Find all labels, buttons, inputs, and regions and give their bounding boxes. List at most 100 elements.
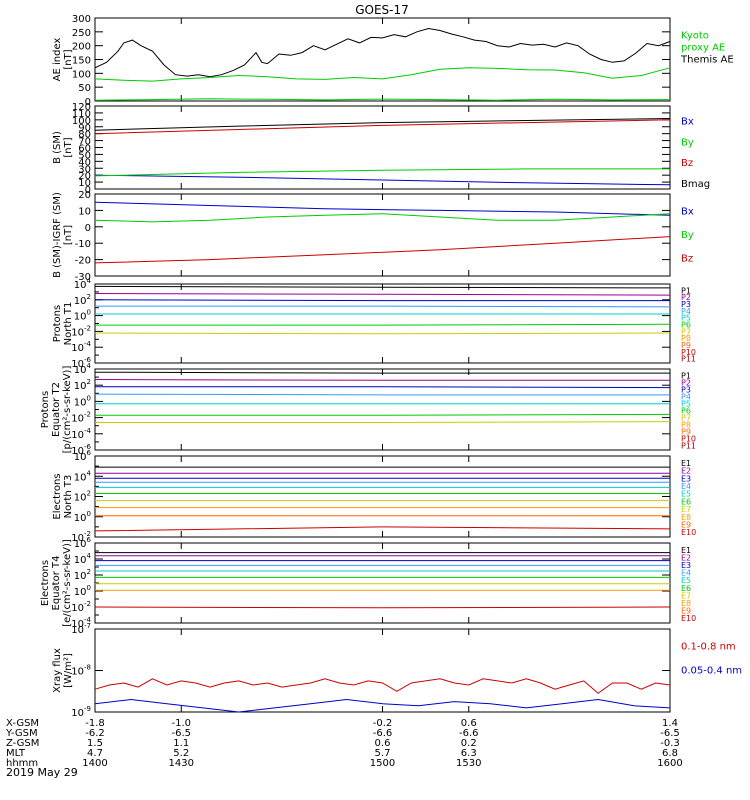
y-tick-label: 300 bbox=[72, 14, 91, 25]
series-line bbox=[94, 174, 671, 186]
series-line bbox=[94, 236, 671, 264]
y-tick-label: 10-2 bbox=[71, 411, 91, 425]
ephemeris-value: 5.7 bbox=[375, 748, 391, 759]
legend-label: E5 bbox=[681, 490, 691, 499]
y-tick-label: 200 bbox=[72, 42, 91, 53]
legend-label: P5 bbox=[681, 400, 691, 409]
legend-label: E6 bbox=[681, 497, 691, 506]
y-tick-label: 104 bbox=[74, 552, 92, 566]
y-tick-label: 40 bbox=[78, 157, 91, 168]
series-line bbox=[94, 299, 670, 302]
panel-3: -30 -20 -10 0 10 20 B (SM)-IGRF (SM)[nT] Bx By Bz bbox=[52, 190, 694, 283]
ephemeris-value: 0.6 bbox=[461, 718, 477, 729]
y-axis-label: ProtonsNorth T1 bbox=[52, 302, 74, 346]
y-axis-label: ElectronsEquator T4[e/(cm²-s-sr-keV)] bbox=[40, 539, 73, 627]
series-line bbox=[94, 168, 670, 177]
y-tick-label: 100 bbox=[74, 309, 91, 323]
plot-date: 2019 May 29 bbox=[6, 766, 78, 779]
y-tick-label: 106 bbox=[74, 536, 92, 550]
legend-label: E2 bbox=[681, 553, 691, 562]
series-line bbox=[94, 698, 671, 713]
legend-label: P7 bbox=[681, 327, 691, 336]
y-tick-label: 10-6 bbox=[71, 356, 91, 370]
ephemeris-row-label: X-GSM bbox=[6, 718, 39, 729]
ephemeris-value: -1.8 bbox=[85, 718, 105, 729]
y-axis-label: ElectronsNorth T3 bbox=[52, 473, 74, 519]
ephemeris-value: 1430 bbox=[169, 758, 194, 769]
series-line bbox=[94, 371, 670, 374]
y-tick-label: 50 bbox=[78, 83, 91, 94]
y-axis-label: B (SM)[nT] bbox=[52, 131, 74, 164]
legend-label: 0.05-0.4 nm bbox=[681, 665, 742, 676]
y-tick-label: 50 bbox=[78, 150, 91, 161]
ephemeris-value: 1.1 bbox=[173, 738, 189, 749]
y-tick-label: 20 bbox=[78, 171, 91, 182]
y-tick-label: 102 bbox=[74, 293, 91, 307]
y-tick-label: 100 bbox=[74, 510, 91, 524]
y-tick-label: 10-2 bbox=[71, 324, 91, 338]
legend-label: P3 bbox=[681, 386, 691, 395]
legend-label: Kyoto bbox=[681, 31, 709, 42]
ephemeris-value: -6.5 bbox=[171, 728, 191, 739]
y-axis-label: B (SM)-IGRF (SM)[nT] bbox=[52, 192, 74, 278]
y-tick-label: 10-6 bbox=[71, 443, 91, 457]
y-tick-label: -20 bbox=[75, 256, 91, 267]
ephemeris-value: 1600 bbox=[657, 758, 682, 769]
series-line bbox=[95, 386, 671, 389]
legend-label: P3 bbox=[681, 300, 691, 309]
series-line bbox=[94, 67, 671, 82]
y-tick-label: 10-4 bbox=[71, 427, 91, 441]
legend-label: P1 bbox=[681, 372, 691, 381]
legend-label: E1 bbox=[681, 459, 691, 468]
legend-label: E5 bbox=[681, 576, 691, 585]
series-line bbox=[94, 606, 671, 609]
y-tick-label: 0 bbox=[85, 185, 91, 196]
y-tick-label: 30 bbox=[78, 164, 91, 175]
y-tick-label: 100 bbox=[72, 69, 91, 80]
y-tick-label: 20 bbox=[78, 190, 91, 201]
series-line bbox=[95, 413, 671, 416]
ephemeris-row-label: Z-GSM bbox=[6, 738, 39, 749]
panel-frame bbox=[94, 628, 671, 713]
series-line bbox=[94, 27, 671, 78]
legend-label: By bbox=[681, 137, 694, 148]
series-line bbox=[94, 379, 670, 381]
series-line bbox=[94, 526, 671, 532]
legend-label: P7 bbox=[681, 414, 691, 423]
y-tick-label: -30 bbox=[75, 272, 91, 283]
series-line bbox=[94, 118, 671, 131]
legend-label: E10 bbox=[681, 528, 696, 537]
legend-label: 0.1-0.8 nm bbox=[681, 642, 736, 653]
ephemeris-row-label: MLT bbox=[6, 748, 26, 759]
legend-label: P1 bbox=[681, 286, 691, 295]
legend-label: Bz bbox=[681, 158, 693, 169]
legend-label: P5 bbox=[681, 314, 691, 323]
legend-label: P6 bbox=[681, 407, 691, 416]
legend-label: Themis AE bbox=[680, 54, 734, 65]
panel-frame bbox=[94, 542, 671, 624]
legend-label: E7 bbox=[681, 505, 691, 514]
series-line bbox=[94, 285, 671, 289]
ephemeris-value: -6.6 bbox=[459, 728, 479, 739]
ephemeris-value: -0.3 bbox=[660, 738, 680, 749]
legend-label: Bmag bbox=[681, 179, 710, 190]
panel-frame bbox=[94, 283, 671, 364]
y-tick-label: 104 bbox=[74, 362, 92, 376]
legend-label: E7 bbox=[681, 591, 691, 600]
legend-label: E3 bbox=[681, 561, 691, 570]
legend-label: Bx bbox=[681, 206, 694, 217]
legend-label: P10 bbox=[681, 348, 696, 357]
series-line bbox=[95, 323, 671, 326]
legend-label: P10 bbox=[681, 435, 696, 444]
panel-frame bbox=[94, 368, 671, 451]
legend-label: E2 bbox=[681, 467, 691, 476]
legend-label: E8 bbox=[681, 513, 691, 522]
series-line bbox=[95, 421, 671, 423]
y-tick-label: 0 bbox=[85, 223, 91, 234]
ephemeris-value: 5.2 bbox=[173, 748, 189, 759]
legend-label: E1 bbox=[681, 546, 691, 555]
y-tick-label: 102 bbox=[74, 490, 91, 504]
ephemeris-row-label: hhmm bbox=[6, 758, 38, 769]
